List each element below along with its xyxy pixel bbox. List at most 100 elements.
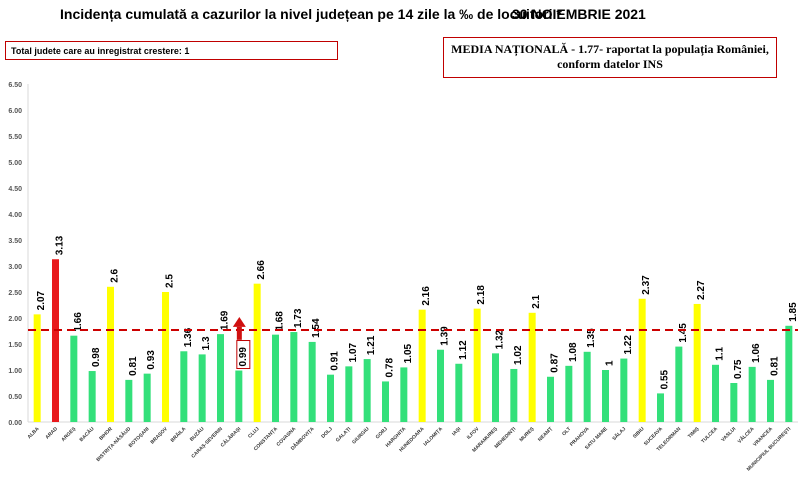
increase-highlight-box [236,340,251,370]
bar-value-label: 1 [605,360,616,366]
bar [602,370,609,422]
bar [748,366,756,422]
bar [217,334,224,422]
bar [418,309,426,422]
bar-value-label: 0.78 [385,358,396,378]
category-label: TULCEA [700,426,719,445]
bar [657,393,664,422]
y-tick-label: 0.50 [8,394,22,401]
bar-value-label: 1.45 [678,323,689,343]
bar-value-label: 1.07 [348,342,359,362]
bar [693,303,701,422]
category-label: BUZĂU [188,425,206,443]
bar-value-label: 0.55 [660,369,671,389]
bar [88,371,96,422]
bar [730,383,738,422]
bar [308,341,316,422]
bar-value-label: 2.66 [256,260,267,280]
bar-value-label: 1.35 [586,328,597,348]
national-average-box: MEDIA NAȚIONALĂ - 1.77- raportat la popu… [443,37,777,78]
bar [180,351,188,422]
bar [52,259,59,422]
category-label: SĂLAJ [611,425,628,442]
increase-count-box: Total judete care au inregistrat crester… [5,41,338,60]
y-tick-label: 3.00 [8,264,22,271]
category-label: NEAMȚ [537,426,554,443]
category-label: IAȘI [451,426,463,438]
bar-value-label: 2.27 [696,280,707,300]
category-label: SIBIU [632,426,646,440]
bar [33,314,41,422]
bar-value-label: 1.05 [403,343,414,363]
bar [510,368,518,422]
category-label: ARAD [44,426,59,441]
bar [70,335,78,422]
y-tick-label: 5.00 [8,160,22,167]
bar [620,358,628,422]
category-label: BACĂU [78,425,96,443]
bar-value-label: 1.22 [623,335,634,355]
bar-value-label: 1.02 [513,345,524,365]
bar [345,366,353,422]
category-label: GIURGIU [351,426,371,446]
bar [767,379,774,422]
bar [162,292,169,422]
category-label: TIMIȘ [687,426,701,440]
bar [107,286,114,422]
category-label: GALAȚI [335,426,353,444]
bar-value-label: 1.06 [751,343,762,363]
bar [785,325,793,422]
category-label: ARGEȘ [60,426,77,443]
category-label: BIHOR [98,426,114,442]
category-label: BRAȘOV [150,426,170,446]
bar-value-label: 0.98 [91,347,102,367]
bar [473,308,481,422]
bar-value-label: 1.69 [220,310,231,330]
category-label: CLUJ [247,426,261,440]
y-tick-label: 2.50 [8,290,22,297]
category-label: IALOMIȚA [423,426,445,448]
bar-value-label: 2.5 [165,274,176,288]
bar [492,353,499,422]
report-date: 30 NOIEMBRIE 2021 [512,6,646,22]
category-label: VASLUI [720,426,737,443]
bar [327,374,334,422]
chart-title: Incidența cumulată a cazurilor la nivel … [60,6,562,22]
national-average-line1: MEDIA NAȚIONALĂ - 1.77- raportat la popu… [451,42,769,56]
bar-value-label: 0.99 [238,347,249,367]
bar [235,370,243,422]
bar [253,283,261,422]
bar-value-label: 0.93 [146,350,157,370]
bar-value-label: 0.75 [733,359,744,379]
bar-value-label: 1.12 [458,340,469,360]
bar [675,346,683,422]
bar-value-label: 0.81 [128,356,139,376]
bar [125,379,133,422]
category-label: CĂLĂRAȘI [219,425,243,449]
bar-value-label: 3.13 [55,235,66,255]
category-label: BISTRIȚA-NĂSĂUD [95,425,133,463]
bar-value-label: 2.6 [110,268,121,282]
bar [272,334,279,422]
increase-arrow-icon [232,316,246,327]
bar-value-label: 2.16 [421,286,432,306]
bar [712,364,719,422]
category-label: BOTOȘANI [128,426,151,449]
bar [290,332,298,422]
category-label: ALBA [27,426,41,440]
y-tick-label: 6.50 [8,82,22,89]
bar-value-label: 1.85 [788,302,799,322]
bar [528,312,536,422]
bar [400,367,408,422]
bar [437,349,444,422]
bar-value-label: 2.1 [531,294,542,308]
y-tick-label: 2.00 [8,316,22,323]
bar-value-label: 1.68 [275,311,286,331]
bar-value-label: 0.81 [770,356,781,376]
category-label: ILFOV [466,426,481,441]
bar [455,363,463,422]
category-label: BRĂILA [169,425,188,444]
bar [382,381,389,422]
bar-value-label: 1.21 [366,335,377,355]
